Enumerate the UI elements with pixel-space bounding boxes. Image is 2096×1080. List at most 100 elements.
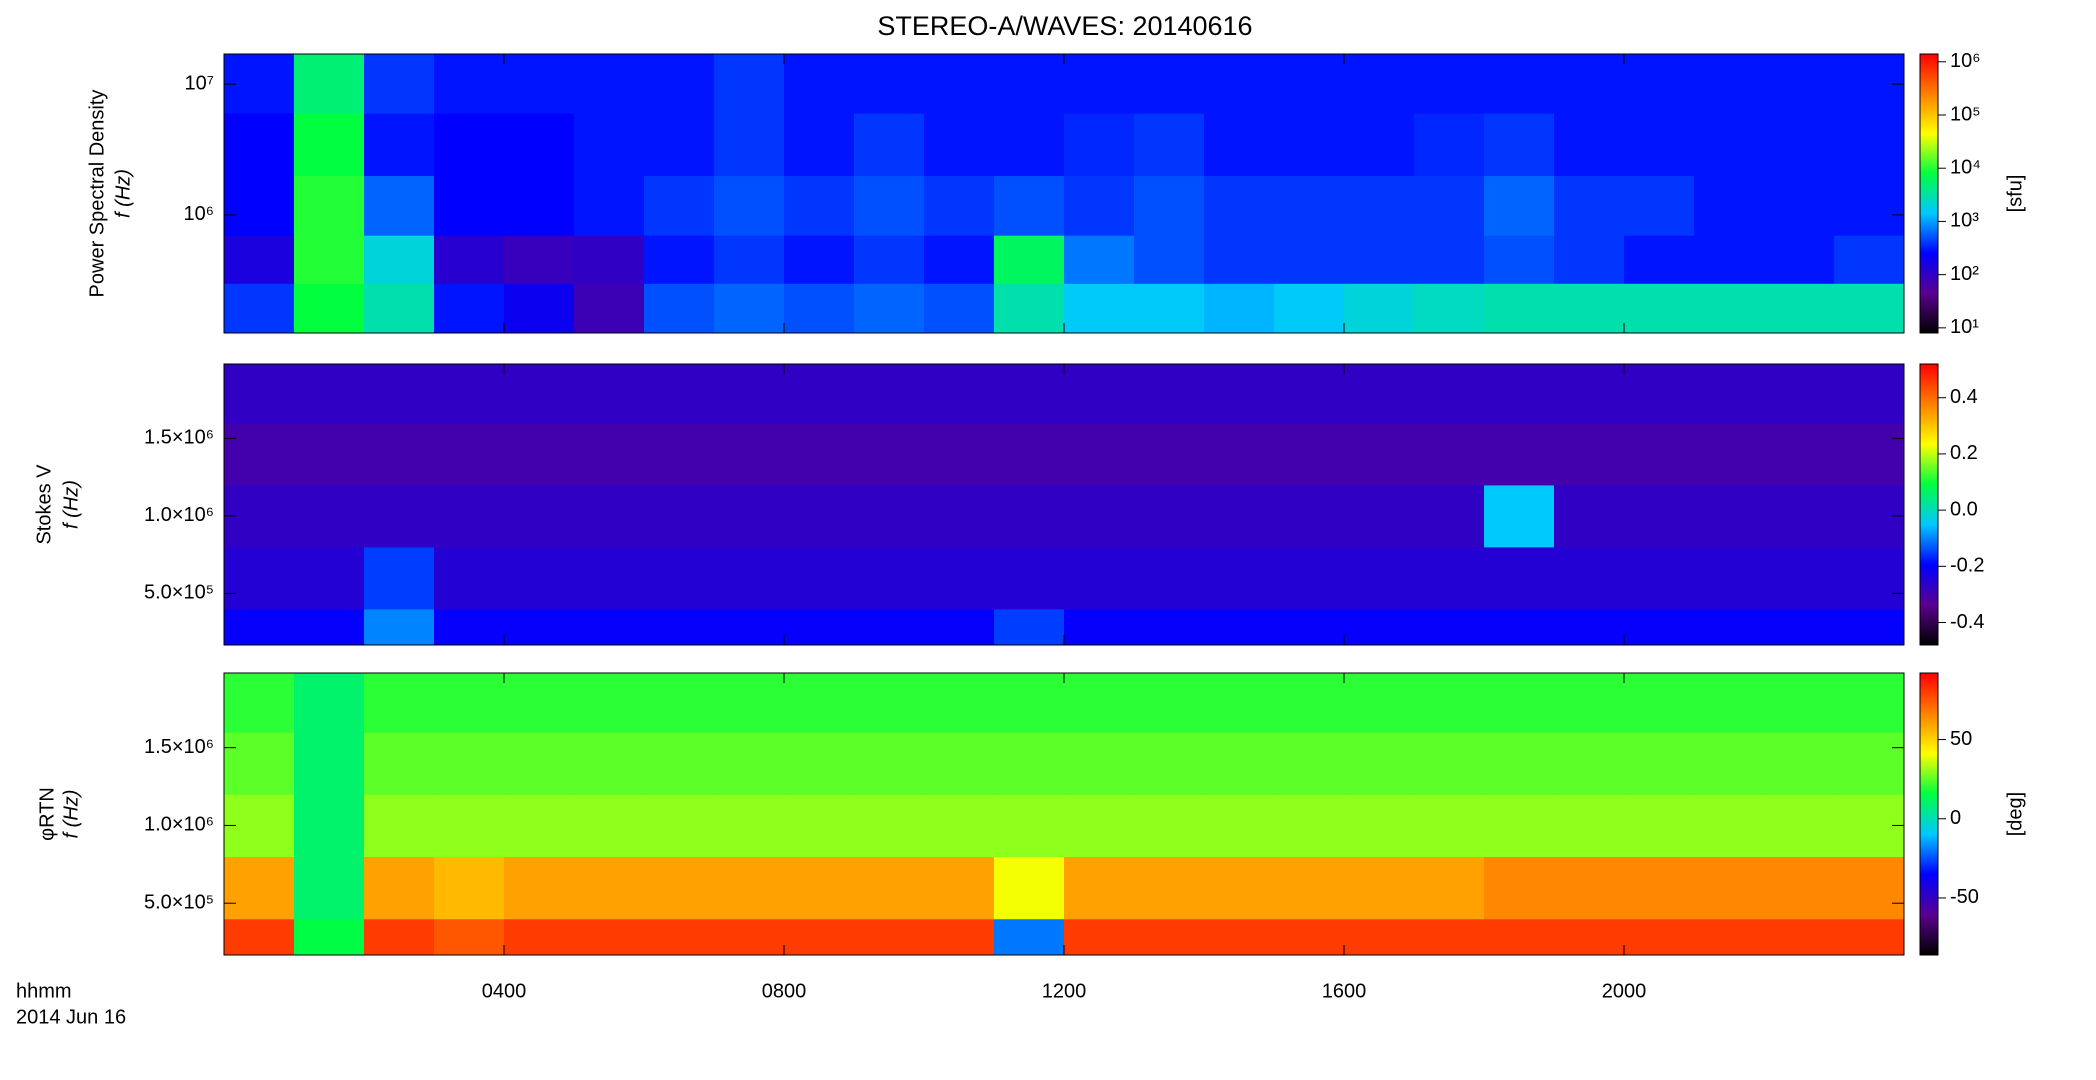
heatmap-cell: [784, 283, 855, 334]
heatmap-cell: [924, 113, 995, 177]
heatmap-cell: [1414, 673, 1485, 733]
heatmap-cell: [714, 546, 785, 610]
heatmap-cell: [1134, 113, 1205, 177]
heatmap-cell: [434, 54, 505, 114]
heatmap-cell: [294, 484, 365, 548]
heatmap-cell: [1624, 794, 1695, 858]
heatmap-cell: [224, 422, 295, 486]
heatmap-cell: [784, 484, 855, 548]
heatmap-cell: [1414, 54, 1485, 114]
heatmap-cell: [1204, 175, 1275, 236]
heatmap-cell: [1414, 175, 1485, 236]
heatmap-cell: [924, 54, 995, 114]
heatmap-cell: [294, 608, 365, 646]
heatmap-cell: [364, 235, 435, 284]
heatmap-cell: [1834, 113, 1905, 177]
heatmap-cell: [644, 732, 715, 795]
heatmap-cell: [1484, 54, 1555, 114]
heatmap-cell: [1134, 608, 1205, 646]
heatmap-cell: [364, 918, 435, 956]
heatmap-cell: [1484, 235, 1555, 284]
heatmap-cell: [924, 235, 995, 284]
heatmap-cell: [504, 732, 575, 795]
heatmap-cell: [644, 673, 715, 733]
heatmap-cell: [1344, 546, 1415, 610]
heatmap-cell: [1414, 235, 1485, 284]
heatmap-cell: [1274, 608, 1345, 646]
heatmap-cell: [644, 113, 715, 177]
heatmap-cell: [1134, 794, 1205, 858]
heatmap-cell: [574, 113, 645, 177]
heatmap-cell: [504, 113, 575, 177]
heatmap-cell: [1134, 235, 1205, 284]
heatmap-cell: [854, 422, 925, 486]
heatmap-cell: [1064, 673, 1135, 733]
heatmap-cell: [854, 732, 925, 795]
heatmap-cell: [1484, 113, 1555, 177]
heatmap-cell: [434, 608, 505, 646]
heatmap-cell: [1694, 794, 1765, 858]
heatmap-cell: [854, 546, 925, 610]
heatmap-cell: [504, 235, 575, 284]
heatmap-cell: [714, 918, 785, 956]
heatmap-cell: [1834, 364, 1905, 424]
heatmap-cell: [1204, 918, 1275, 956]
heatmap-cell: [1134, 732, 1205, 795]
heatmap-cell: [924, 422, 995, 486]
heatmap-cell: [1554, 856, 1625, 920]
heatmap-cell: [1414, 484, 1485, 548]
colorbar-tick-label: 10³: [1950, 210, 1979, 232]
heatmap-cell: [994, 484, 1065, 548]
heatmap-cell: [224, 113, 295, 177]
y-tick-label: 10⁶: [184, 203, 214, 225]
heatmap-cell: [1694, 918, 1765, 956]
heatmap-cell: [644, 283, 715, 334]
heatmap-cell: [574, 546, 645, 610]
heatmap-cell: [1694, 673, 1765, 733]
y-axis-label: f (Hz): [112, 169, 134, 218]
heatmap-cell: [784, 794, 855, 858]
heatmap-cell: [644, 608, 715, 646]
heatmap-cell: [784, 856, 855, 920]
heatmap-cell: [1764, 608, 1835, 646]
heatmap-cell: [434, 422, 505, 486]
x-axis-label: 2014 Jun 16: [16, 1006, 126, 1028]
heatmap-cell: [1624, 673, 1695, 733]
heatmap-cell: [1204, 546, 1275, 610]
heatmap-cell: [434, 175, 505, 236]
heatmap-cell: [1414, 364, 1485, 424]
heatmap-cell: [644, 856, 715, 920]
chart-title: STEREO-A/WAVES: 20140616: [877, 11, 1252, 41]
heatmap-cell: [1554, 918, 1625, 956]
heatmap-cell: [924, 175, 995, 236]
heatmap-cell: [854, 856, 925, 920]
heatmap-cell: [1834, 732, 1905, 795]
heatmap-cell: [504, 608, 575, 646]
heatmap-cell: [504, 794, 575, 858]
heatmap-cell: [1484, 484, 1555, 548]
heatmap-cell: [364, 54, 435, 114]
colorbar-label: [sfu]: [2004, 175, 2026, 213]
heatmap-cell: [294, 113, 365, 177]
heatmap-cell: [364, 546, 435, 610]
heatmap-cell: [1344, 918, 1415, 956]
heatmap-cell: [1554, 794, 1625, 858]
x-tick-label: 1600: [1322, 980, 1367, 1002]
heatmap-cell: [294, 794, 365, 858]
heatmap-cell: [1484, 422, 1555, 486]
heatmap-cell: [434, 732, 505, 795]
heatmap-cell: [224, 235, 295, 284]
heatmap-cell: [784, 673, 855, 733]
heatmap-cell: [224, 732, 295, 795]
y-tick-label: 1.5×10⁶: [144, 427, 214, 449]
heatmap-cell: [644, 484, 715, 548]
heatmap-cell: [1764, 54, 1835, 114]
heatmap-cell: [1134, 422, 1205, 486]
heatmap-cell: [1554, 422, 1625, 486]
heatmap-cell: [574, 235, 645, 284]
heatmap-cell: [784, 235, 855, 284]
heatmap-cell: [1134, 546, 1205, 610]
heatmap-cell: [784, 732, 855, 795]
heatmap-cell: [714, 856, 785, 920]
heatmap-cell: [1834, 918, 1905, 956]
